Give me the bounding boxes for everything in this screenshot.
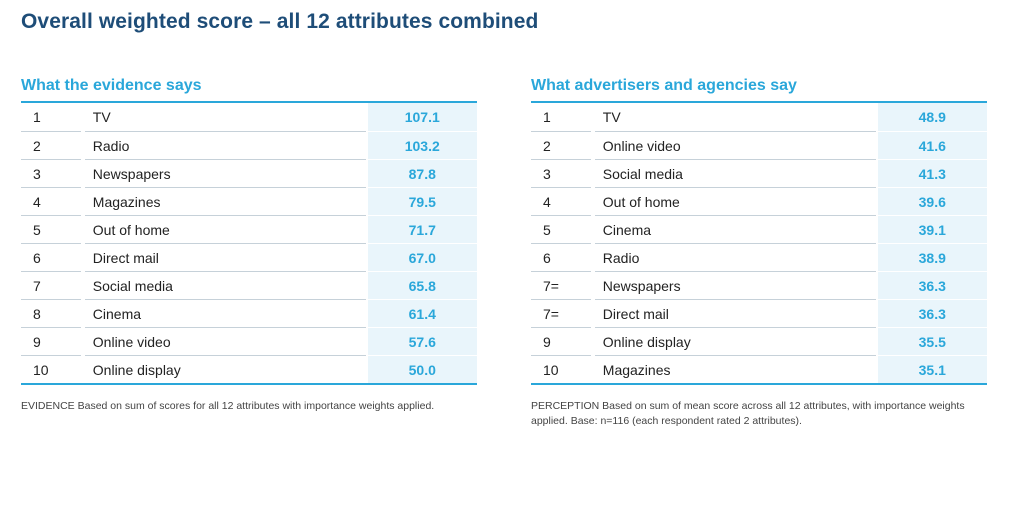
score-cell: 50.0 bbox=[367, 355, 477, 383]
table-row: 1 TV 107.1 bbox=[21, 103, 477, 131]
table-row: 8 Cinema 61.4 bbox=[21, 299, 477, 327]
rank-cell: 4 bbox=[21, 187, 81, 215]
score-cell: 39.6 bbox=[877, 187, 987, 215]
rank-cell: 7= bbox=[531, 271, 591, 299]
score-cell: 67.0 bbox=[367, 243, 477, 271]
score-cell: 107.1 bbox=[367, 103, 477, 131]
score-cell: 71.7 bbox=[367, 215, 477, 243]
table-row: 1 TV 48.9 bbox=[531, 103, 987, 131]
rank-cell: 2 bbox=[531, 131, 591, 159]
table-row: 2 Online video 41.6 bbox=[531, 131, 987, 159]
rank-cell: 6 bbox=[21, 243, 81, 271]
table-row: 4 Out of home 39.6 bbox=[531, 187, 987, 215]
score-cell: 79.5 bbox=[367, 187, 477, 215]
medium-cell: Magazines bbox=[594, 355, 876, 383]
medium-cell: Out of home bbox=[84, 215, 366, 243]
table-row: 7 Social media 65.8 bbox=[21, 271, 477, 299]
medium-cell: Social media bbox=[84, 271, 366, 299]
table-row: 9 Online video 57.6 bbox=[21, 327, 477, 355]
score-cell: 65.8 bbox=[367, 271, 477, 299]
medium-cell: Cinema bbox=[84, 299, 366, 327]
medium-cell: Online video bbox=[84, 327, 366, 355]
evidence-panel-title: What the evidence says bbox=[21, 77, 202, 94]
table-row: 5 Cinema 39.1 bbox=[531, 215, 987, 243]
medium-cell: Out of home bbox=[594, 187, 876, 215]
page-title: Overall weighted score – all 12 attribut… bbox=[21, 10, 539, 33]
score-cell: 57.6 bbox=[367, 327, 477, 355]
table-row: 2 Radio 103.2 bbox=[21, 131, 477, 159]
table-row: 5 Out of home 71.7 bbox=[21, 215, 477, 243]
table-row: 3 Newspapers 87.8 bbox=[21, 159, 477, 187]
rank-cell: 3 bbox=[21, 159, 81, 187]
score-cell: 103.2 bbox=[367, 131, 477, 159]
table-row: 7= Newspapers 36.3 bbox=[531, 271, 987, 299]
table-row: 6 Direct mail 67.0 bbox=[21, 243, 477, 271]
score-cell: 41.3 bbox=[877, 159, 987, 187]
rank-cell: 1 bbox=[543, 109, 551, 125]
rank-cell: 7= bbox=[531, 299, 591, 327]
medium-cell: Newspapers bbox=[594, 271, 876, 299]
table-row: 6 Radio 38.9 bbox=[531, 243, 987, 271]
rank-cell: 9 bbox=[531, 327, 591, 355]
score-cell: 48.9 bbox=[877, 103, 987, 131]
medium-cell: TV bbox=[602, 109, 621, 125]
score-cell: 36.3 bbox=[877, 271, 987, 299]
perception-footnote: PERCEPTION Based on sum of mean score ac… bbox=[531, 400, 965, 427]
rank-cell: 8 bbox=[21, 299, 81, 327]
rank-cell: 7 bbox=[21, 271, 81, 299]
rank-cell: 10 bbox=[21, 355, 81, 383]
table-row: 7= Direct mail 36.3 bbox=[531, 299, 987, 327]
perception-ranking-table: 1 TV 48.9 2 Online video 41.6 3 Social media 41.… bbox=[531, 101, 987, 385]
perception-panel: What advertisers and agencies say 1 TV 48.… bbox=[531, 74, 987, 429]
rank-cell: 4 bbox=[531, 187, 591, 215]
rank-cell: 5 bbox=[531, 215, 591, 243]
evidence-ranking-table: 1 TV 107.1 2 Radio 103.2 3 Newspapers 87.8 4 Magaz… bbox=[21, 101, 477, 385]
medium-cell: Cinema bbox=[594, 215, 876, 243]
rank-cell: 3 bbox=[531, 159, 591, 187]
medium-cell: TV bbox=[92, 109, 111, 125]
table-row: 10 Magazines 35.1 bbox=[531, 355, 987, 383]
rank-cell: 5 bbox=[21, 215, 81, 243]
medium-cell: Direct mail bbox=[84, 243, 366, 271]
score-cell: 41.6 bbox=[877, 131, 987, 159]
score-cell: 87.8 bbox=[367, 159, 477, 187]
score-cell: 61.4 bbox=[367, 299, 477, 327]
table-row: 3 Social media 41.3 bbox=[531, 159, 987, 187]
medium-cell: Online video bbox=[594, 131, 876, 159]
medium-cell: Online display bbox=[594, 327, 876, 355]
score-cell: 38.9 bbox=[877, 243, 987, 271]
medium-cell: Newspapers bbox=[84, 159, 366, 187]
rank-cell: 10 bbox=[531, 355, 591, 383]
score-cell: 35.5 bbox=[877, 327, 987, 355]
score-cell: 39.1 bbox=[877, 215, 987, 243]
table-row: 10 Online display 50.0 bbox=[21, 355, 477, 383]
score-cell: 36.3 bbox=[877, 299, 987, 327]
table-row: 4 Magazines 79.5 bbox=[21, 187, 477, 215]
score-cell: 35.1 bbox=[877, 355, 987, 383]
evidence-footnote: EVIDENCE Based on sum of scores for all … bbox=[21, 400, 435, 412]
medium-cell: Online display bbox=[84, 355, 366, 383]
rank-cell: 2 bbox=[21, 131, 81, 159]
rank-cell: 6 bbox=[531, 243, 591, 271]
medium-cell: Radio bbox=[594, 243, 876, 271]
table-row: 9 Online display 35.5 bbox=[531, 327, 987, 355]
evidence-panel: What the evidence says 1 TV 107.1 2 Radio 103… bbox=[21, 74, 477, 414]
rank-cell: 1 bbox=[33, 109, 41, 125]
medium-cell: Radio bbox=[84, 131, 366, 159]
medium-cell: Social media bbox=[594, 159, 876, 187]
rank-cell: 9 bbox=[21, 327, 81, 355]
medium-cell: Magazines bbox=[84, 187, 366, 215]
medium-cell: Direct mail bbox=[594, 299, 876, 327]
perception-panel-title: What advertisers and agencies say bbox=[531, 77, 797, 94]
